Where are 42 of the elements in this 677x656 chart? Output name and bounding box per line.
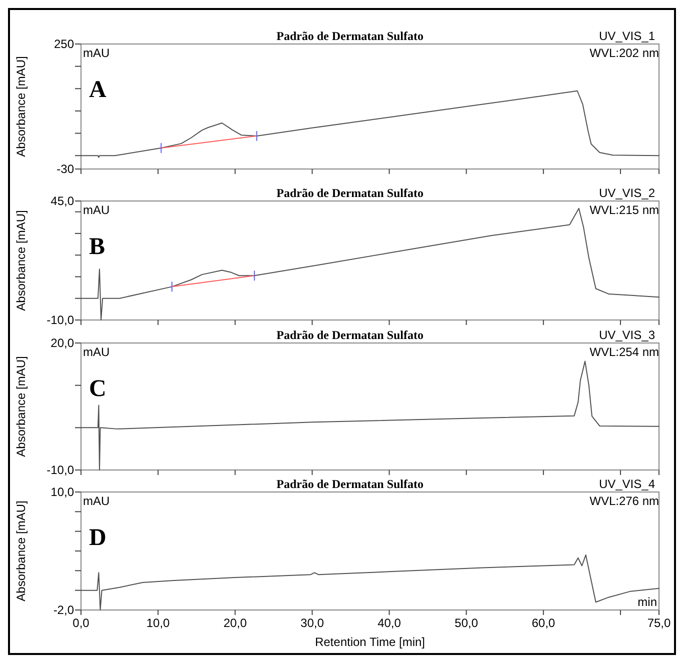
text: UV_VIS_1 — [598, 29, 656, 43]
y-tick-label: 45,0 — [50, 194, 74, 208]
y-axis-title: Absorbance [mAU] — [14, 56, 28, 157]
annotation: B — [89, 234, 106, 260]
y-tick-label: 250 — [54, 37, 74, 52]
y-tick-label: -10,0 — [46, 463, 74, 478]
text: UV_VIS_2 — [598, 186, 656, 200]
x-tick-label: 40,0 — [378, 616, 402, 630]
x-tick-label: 20,0 — [223, 616, 248, 630]
y-tick-label: 20,0 — [50, 336, 74, 350]
annotation: mAU — [83, 345, 110, 359]
text: UV_VIS_4 — [598, 477, 656, 491]
annotation: WVL:276 nm — [590, 494, 659, 508]
annotation: D — [89, 525, 106, 551]
y-axis-title: Absorbance [mAU] — [14, 500, 28, 602]
x-axis-title: Retention Time [min] — [314, 635, 426, 649]
annotation: mAU — [83, 203, 110, 217]
annotation: min — [638, 595, 657, 609]
chart-title: Padrão de Dermatan Sulfato — [276, 29, 424, 43]
annotation: C — [89, 376, 106, 402]
annotation: WVL:202 nm — [590, 46, 659, 60]
x-tick-label: 75,0 — [647, 616, 671, 630]
x-tick-label: 10,0 — [146, 616, 170, 630]
annotation: mAU — [83, 494, 110, 508]
annotation: WVL:215 nm — [590, 203, 659, 217]
y-tick-label: -10,0 — [46, 313, 74, 328]
annotation: A — [89, 77, 107, 103]
y-tick-label: 10,0 — [50, 485, 74, 500]
chart-title: Padrão de Dermatan Sulfato — [276, 477, 424, 491]
x-tick-label: 60,0 — [532, 616, 556, 630]
chart-title: Padrão de Dermatan Sulfato — [276, 328, 424, 342]
y-axis-title: Absorbance [mAU] — [14, 356, 28, 457]
annotation: mAU — [83, 46, 110, 60]
y-tick-label: -2,0 — [53, 603, 74, 618]
chart-title: Padrão de Dermatan Sulfato — [276, 186, 424, 200]
x-tick-label: 0,0 — [72, 616, 90, 630]
y-tick-label: -30 — [56, 162, 74, 176]
x-tick-label: 30,0 — [300, 616, 324, 630]
text: UV_VIS_3 — [598, 328, 656, 342]
y-axis-title: Absorbance [mAU] — [14, 210, 28, 311]
x-tick-label: 50,0 — [454, 616, 478, 630]
annotation: WVL:254 nm — [590, 345, 659, 359]
